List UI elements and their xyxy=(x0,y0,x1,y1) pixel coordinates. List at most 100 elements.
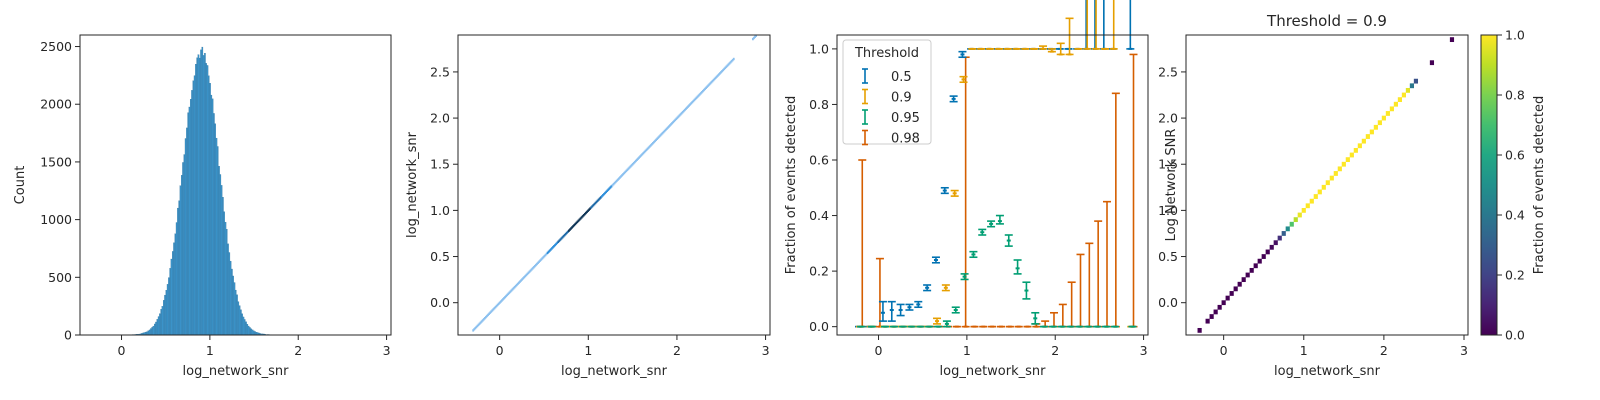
heatmap-cell xyxy=(1377,120,1382,126)
axes-frame xyxy=(836,34,1149,336)
density-cell xyxy=(544,253,547,257)
y-tick-label: 2000 xyxy=(40,97,72,112)
y-tick-label: 2.5 xyxy=(1158,64,1178,79)
x-axis-label: log_network_snr xyxy=(1274,364,1381,379)
heatmap-cell xyxy=(1365,134,1370,139)
density-cell xyxy=(682,109,685,113)
density-cell xyxy=(666,126,669,129)
histogram-bar xyxy=(202,55,205,336)
density-cell xyxy=(488,312,491,315)
histogram-bar xyxy=(198,57,201,336)
density-cell xyxy=(565,231,568,235)
density-cell xyxy=(476,324,479,328)
density-cell xyxy=(556,241,559,245)
density-cell xyxy=(704,87,706,91)
heatmap-cell xyxy=(1249,267,1254,273)
histogram-bar xyxy=(183,154,186,336)
density-cell xyxy=(675,117,678,121)
histogram-bar xyxy=(200,49,202,336)
density-cell xyxy=(503,297,505,300)
density-cell xyxy=(753,36,755,40)
histogram-bar xyxy=(187,112,189,336)
histogram-bar xyxy=(169,268,171,336)
density-cell xyxy=(703,88,705,92)
density-cell xyxy=(536,262,538,266)
density-cell xyxy=(496,303,499,307)
density-cell xyxy=(657,136,660,139)
density-cell xyxy=(702,89,704,93)
density-cell xyxy=(508,291,511,294)
histogram-bar xyxy=(215,137,218,336)
histogram-bar xyxy=(242,316,245,336)
histogram-bar xyxy=(161,306,164,336)
heatmap-cell xyxy=(1353,147,1358,153)
density-cell xyxy=(680,112,683,115)
density-cell xyxy=(478,322,481,325)
histogram-bar xyxy=(168,277,170,336)
heatmap-cell xyxy=(1205,318,1210,324)
histogram-bar xyxy=(222,197,224,336)
histogram-bar xyxy=(180,175,183,336)
histogram-bar xyxy=(147,330,150,336)
density-cell xyxy=(598,197,601,200)
joint-histogram-panel: 0 1 2 30.00.51.01.52.02.5log_network_snrlog… xyxy=(405,34,771,379)
density-cell xyxy=(583,212,586,216)
density-cell xyxy=(492,308,495,311)
density-cell xyxy=(626,168,629,171)
density-cell xyxy=(639,155,642,158)
density-cell xyxy=(485,315,487,319)
density-cell xyxy=(611,184,614,187)
density-cell xyxy=(491,309,494,312)
histogram-bar xyxy=(227,243,229,336)
density-cell xyxy=(486,314,488,318)
errorbar-panel: 0 1 2 3 0.0 0.2 0.4 0.6 0.8 1.0 log_network_snr Fra… xyxy=(784,0,1149,379)
x-axis-label: log_network_snr xyxy=(183,364,290,379)
heatmap-cell xyxy=(1313,194,1318,199)
density-cell xyxy=(499,300,502,303)
density-cell xyxy=(677,115,680,118)
density-cell xyxy=(694,97,697,101)
histogram-bar xyxy=(251,329,254,336)
histogram-bar xyxy=(209,83,211,336)
x-tick-label: 3 xyxy=(1460,343,1468,358)
density-cell xyxy=(725,65,728,68)
density-cell xyxy=(474,326,477,330)
heatmap-cell xyxy=(1277,235,1282,241)
histogram-bar xyxy=(182,162,184,336)
density-cell xyxy=(624,170,627,174)
histogram-bar xyxy=(193,75,196,336)
histogram-bar xyxy=(156,319,159,336)
density-cell xyxy=(576,220,579,224)
density-cell xyxy=(727,63,730,66)
density-cell xyxy=(541,257,544,260)
density-cell xyxy=(597,198,600,201)
histogram-bar xyxy=(151,327,153,336)
y-tick-label: 0.0 xyxy=(430,295,450,310)
histogram-bar xyxy=(146,331,148,336)
histogram-bar xyxy=(233,282,236,336)
colorbar-label: Fraction of events detected xyxy=(1532,96,1547,274)
density-cell xyxy=(642,151,645,155)
density-cell xyxy=(563,233,566,237)
histogram-bar xyxy=(210,94,213,336)
y-tick-label: 0.2 xyxy=(809,264,829,279)
heatmap-cell xyxy=(1369,129,1374,135)
histogram-bar xyxy=(245,321,247,336)
x-tick-label: 3 xyxy=(1140,343,1148,358)
density-cell xyxy=(542,256,545,259)
density-cell xyxy=(589,207,592,210)
histogram-bar xyxy=(246,324,249,336)
density-cell xyxy=(728,62,731,65)
histogram-bar xyxy=(189,99,192,336)
y-axis-label: Fraction of events detected xyxy=(784,96,799,274)
colorbar xyxy=(1480,34,1498,336)
density-cell xyxy=(671,122,673,125)
density-cell xyxy=(644,149,647,153)
density-cell xyxy=(699,92,702,95)
histogram-bar xyxy=(219,174,222,336)
y-tick-label: 0 xyxy=(64,328,72,343)
density-cell xyxy=(652,141,654,145)
density-cell xyxy=(754,35,756,39)
density-cell xyxy=(560,237,563,240)
